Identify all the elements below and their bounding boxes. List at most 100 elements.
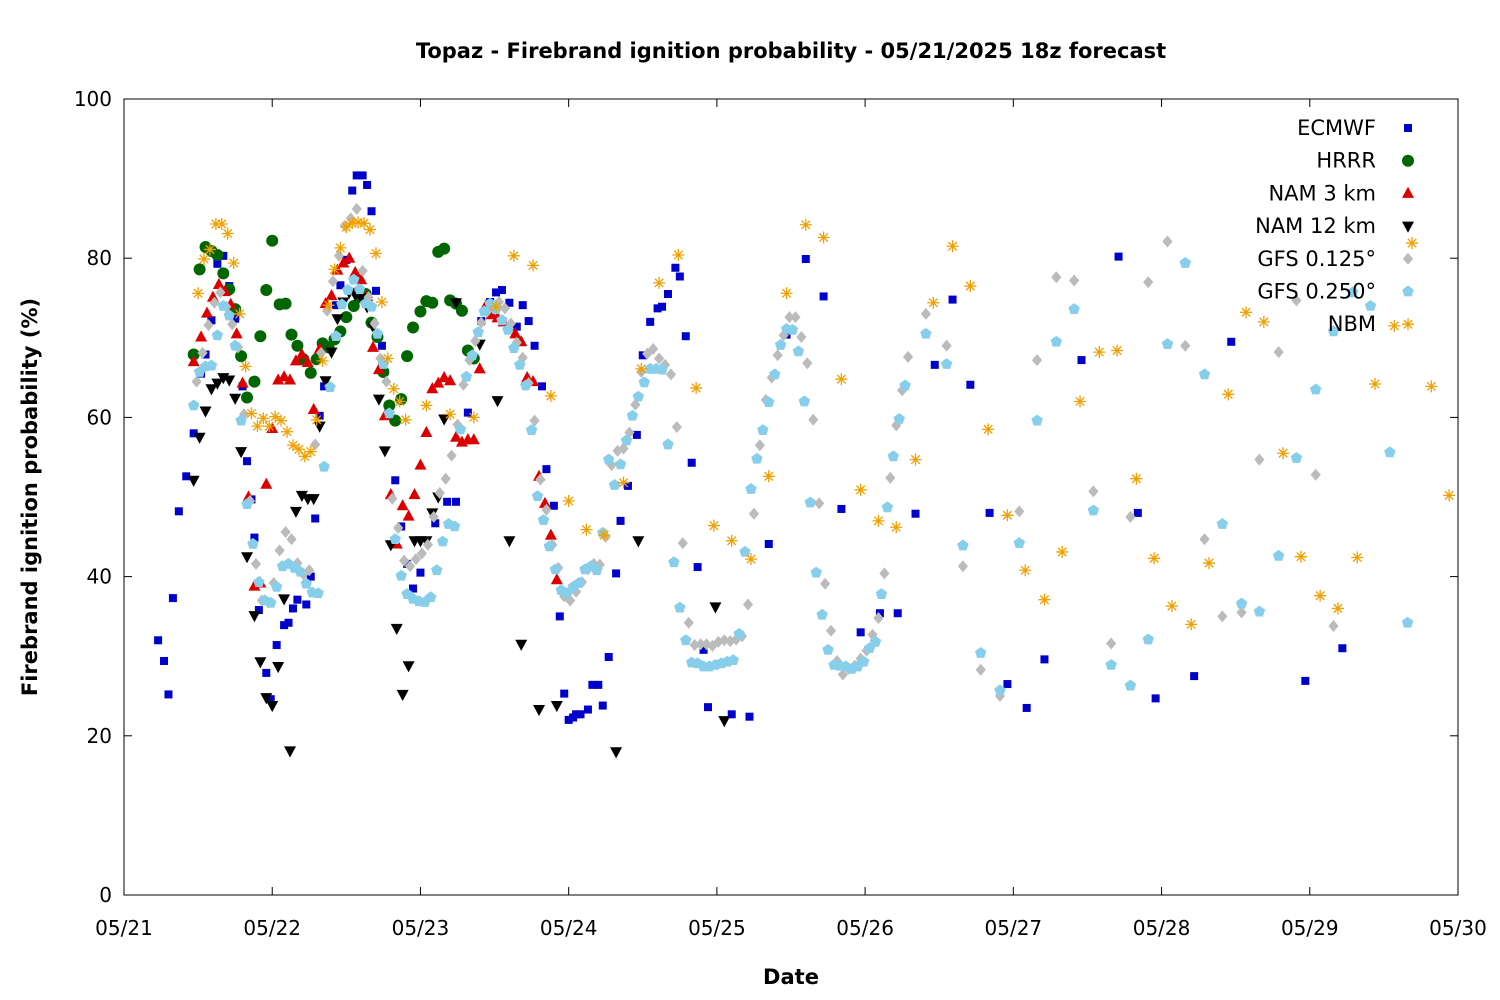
data-point [250, 533, 259, 542]
data-point [1310, 383, 1322, 395]
data-point [1051, 271, 1062, 284]
data-point [187, 399, 200, 411]
data-point [1105, 658, 1117, 670]
data-point [879, 567, 890, 580]
data-point [739, 545, 751, 557]
data-point [269, 410, 282, 423]
data-point [693, 563, 702, 572]
x-tick-label: 05/25 [688, 916, 746, 940]
data-point [1384, 446, 1396, 458]
data-point [343, 251, 356, 263]
data-point [573, 576, 585, 588]
data-point [211, 378, 224, 390]
data-point [854, 483, 867, 496]
data-point [1253, 605, 1266, 617]
data-point [792, 345, 805, 357]
data-point [448, 520, 461, 532]
data-point [347, 299, 360, 312]
data-point [236, 376, 249, 388]
data-point [638, 376, 650, 388]
data-point [377, 341, 386, 350]
legend-marker [1402, 154, 1414, 167]
data-point [598, 529, 611, 542]
data-point [272, 641, 281, 650]
data-point [1217, 610, 1228, 623]
data-point [324, 381, 336, 393]
data-point [1069, 274, 1080, 287]
data-point [193, 432, 206, 444]
data-point [768, 368, 781, 380]
data-point [207, 316, 216, 325]
data-point [1351, 551, 1364, 564]
data-point [260, 284, 273, 297]
data-point [472, 326, 484, 338]
data-point [164, 690, 173, 699]
y-tick-label: 0 [99, 883, 112, 907]
data-point [371, 327, 384, 339]
data-point [572, 710, 581, 719]
data-point [450, 298, 463, 310]
x-tick-label: 05/23 [392, 916, 450, 940]
data-point [289, 354, 302, 366]
data-point [492, 288, 501, 297]
data-point [422, 538, 433, 551]
data-point [331, 314, 344, 326]
x-tick-label: 05/21 [95, 916, 153, 940]
data-point [671, 420, 682, 433]
data-point [1199, 533, 1210, 546]
data-point [257, 412, 270, 425]
data-point [689, 639, 700, 652]
data-point [602, 453, 615, 465]
data-point [463, 408, 472, 417]
data-point [875, 609, 884, 618]
data-point [819, 292, 828, 301]
data-point [367, 340, 380, 352]
data-point [272, 373, 285, 385]
x-axis: 05/21 05/22 05/23 05/24 05/25 05/26 05/27 05/28… [95, 99, 1487, 940]
data-point [835, 373, 848, 386]
data-point [243, 457, 252, 466]
data-point [825, 624, 837, 637]
data-point [438, 371, 451, 383]
data-point [239, 360, 252, 373]
data-point [1031, 354, 1043, 367]
data-point [203, 319, 214, 332]
data-point [653, 304, 662, 313]
data-point [295, 347, 308, 360]
data-point [301, 355, 314, 367]
data-point [1443, 489, 1456, 502]
data-point [614, 458, 627, 470]
data-point [205, 384, 218, 396]
data-point [452, 497, 461, 506]
data-point [357, 264, 368, 277]
data-point [1236, 606, 1247, 619]
data-point [790, 311, 801, 324]
data-point [610, 747, 623, 759]
data-point [278, 370, 291, 382]
data-point [801, 254, 810, 263]
data-point [420, 399, 433, 412]
data-point [201, 306, 214, 318]
data-point [493, 295, 505, 308]
data-point [1314, 589, 1327, 602]
data-point [316, 346, 327, 359]
data-point [215, 217, 228, 230]
data-point [414, 305, 427, 318]
data-point [284, 618, 293, 627]
data-point [334, 241, 347, 254]
data-point [363, 291, 374, 304]
data-point [635, 362, 648, 375]
data-point [434, 487, 445, 500]
data-point [331, 301, 340, 310]
data-point [197, 346, 208, 359]
data-point [1114, 252, 1123, 261]
data-point [902, 350, 914, 363]
data-point [1328, 619, 1339, 632]
data-point [235, 350, 248, 363]
data-point [349, 265, 362, 278]
data-point [235, 447, 248, 459]
data-point [745, 483, 757, 494]
legend-marker [1402, 285, 1414, 297]
data-point [191, 375, 202, 388]
data-point [957, 560, 969, 573]
